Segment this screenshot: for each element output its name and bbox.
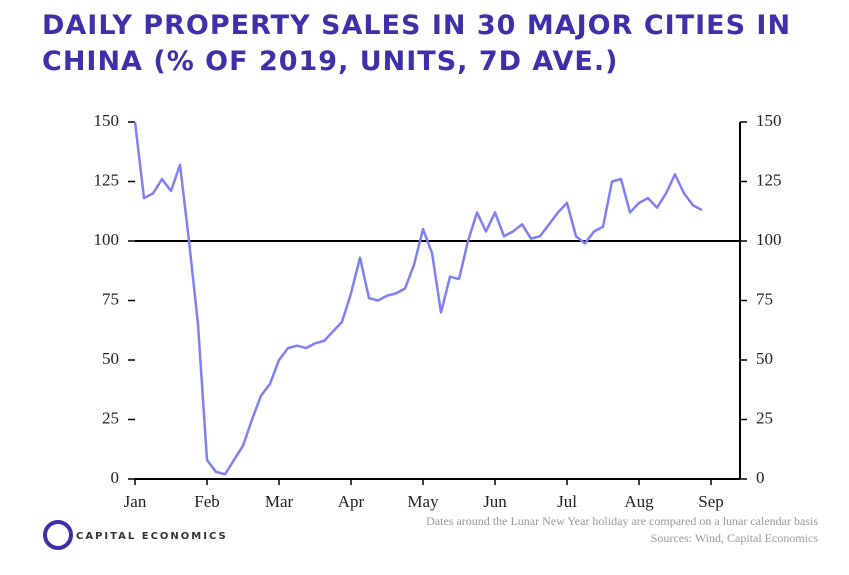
x-tick-label: Jun <box>483 492 507 511</box>
y2-tick-label: 100 <box>756 230 782 249</box>
logo-text: CAPITAL ECONOMICS <box>76 531 228 542</box>
x-tick-label: Apr <box>338 492 365 511</box>
x-tick-label: Jan <box>124 492 147 511</box>
y-tick-label: 100 <box>94 230 120 249</box>
x-tick-label: Jul <box>557 492 577 511</box>
y-tick-label: 50 <box>102 349 119 368</box>
source: Sources: Wind, Capital Economics <box>651 531 819 545</box>
x-tick-label: Mar <box>265 492 294 511</box>
x-tick-label: Sep <box>698 492 724 511</box>
series-line <box>133 121 703 476</box>
chart-title: DAILY PROPERTY SALES IN 30 MAJOR CITIES … <box>42 10 792 77</box>
y-tick-label: 75 <box>102 289 119 308</box>
y-tick-label: 150 <box>94 111 120 130</box>
y2-tick-label: 75 <box>756 289 773 308</box>
x-tick-label: Feb <box>194 492 220 511</box>
logo-icon <box>43 520 73 550</box>
x-tick-label: Aug <box>624 492 654 511</box>
y-tick-label: 0 <box>111 468 120 487</box>
footnote: Dates around the Lunar New Year holiday … <box>426 514 818 528</box>
y-tick-label: 125 <box>94 170 120 189</box>
y2-tick-label: 125 <box>756 170 782 189</box>
y2-tick-label: 50 <box>756 349 773 368</box>
y2-tick-label: 25 <box>756 408 773 427</box>
y2-tick-label: 0 <box>756 468 765 487</box>
x-tick-label: May <box>407 492 439 511</box>
y-tick-label: 25 <box>102 408 119 427</box>
y2-tick-label: 150 <box>756 111 782 130</box>
